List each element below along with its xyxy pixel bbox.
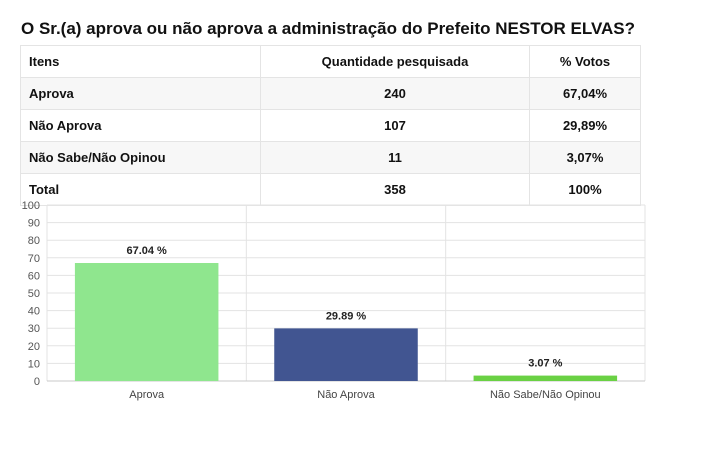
data-label: 29.89 % bbox=[326, 310, 367, 322]
row-item: Aprova bbox=[20, 77, 261, 110]
x-tick-label: Não Sabe/Não Opinou bbox=[490, 389, 601, 401]
y-tick-label: 20 bbox=[28, 341, 40, 353]
x-tick-label: Aprova bbox=[129, 389, 165, 401]
y-tick-label: 100 bbox=[22, 200, 40, 212]
row-pct: 3,07% bbox=[529, 141, 641, 174]
bar bbox=[74, 263, 219, 381]
header-itens: Itens bbox=[20, 45, 261, 78]
bar bbox=[473, 375, 618, 381]
row-qty: 11 bbox=[260, 141, 530, 174]
row-qty: 358 bbox=[260, 173, 530, 206]
page-title: O Sr.(a) aprova ou não aprova a administ… bbox=[21, 19, 636, 38]
table-row: Não Aprova 107 29,89% bbox=[20, 109, 641, 142]
row-item: Total bbox=[20, 173, 261, 206]
data-label: 3.07 % bbox=[528, 358, 562, 370]
y-tick-label: 80 bbox=[28, 235, 40, 247]
data-label: 67.04 % bbox=[126, 245, 167, 257]
y-tick-label: 60 bbox=[28, 270, 40, 282]
y-tick-label: 0 bbox=[34, 376, 40, 388]
y-tick-label: 30 bbox=[28, 323, 40, 335]
y-tick-label: 90 bbox=[28, 218, 40, 230]
results-table: Itens Quantidade pesquisada % Votos Apro… bbox=[20, 45, 641, 206]
y-tick-label: 50 bbox=[28, 288, 40, 300]
table-row: Não Sabe/Não Opinou 11 3,07% bbox=[20, 141, 641, 174]
bar bbox=[274, 328, 418, 381]
x-tick-label: Não Aprova bbox=[317, 389, 375, 401]
y-tick-label: 70 bbox=[28, 253, 40, 265]
header-votos: % Votos bbox=[529, 45, 641, 78]
table-row-total: Total 358 100% bbox=[20, 173, 641, 206]
row-item: Não Sabe/Não Opinou bbox=[20, 141, 261, 174]
table-header-row: Itens Quantidade pesquisada % Votos bbox=[20, 45, 641, 78]
table-row: Aprova 240 67,04% bbox=[20, 77, 641, 110]
row-qty: 240 bbox=[260, 77, 530, 110]
y-tick-label: 10 bbox=[28, 358, 40, 370]
y-tick-label: 40 bbox=[28, 306, 40, 318]
header-quantidade: Quantidade pesquisada bbox=[260, 45, 530, 78]
row-pct: 67,04% bbox=[529, 77, 641, 110]
